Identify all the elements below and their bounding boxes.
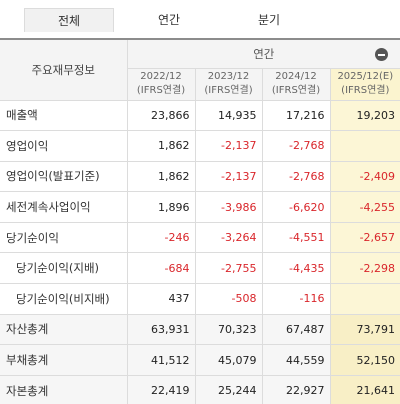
cell-value bbox=[330, 283, 400, 315]
tab-all[interactable]: 전체 bbox=[24, 8, 114, 32]
cell-value bbox=[330, 130, 400, 162]
column-header-2024: 2024/12 (IFRS연결) bbox=[262, 68, 331, 101]
cell-value: 44,559 bbox=[262, 344, 331, 376]
row-header: 주요재무정보 bbox=[0, 40, 128, 101]
table-row-total-equity: 자본총계 22,419 25,244 22,927 21,641 bbox=[0, 375, 400, 404]
cell-value: 70,323 bbox=[195, 314, 263, 346]
cell-value: -508 bbox=[195, 283, 263, 315]
cell-value: -4,551 bbox=[262, 222, 331, 254]
column-header-2023: 2023/12 (IFRS연결) bbox=[195, 68, 263, 101]
column-period: 2022/12 bbox=[140, 71, 182, 82]
cell-value: 22,927 bbox=[262, 375, 331, 404]
cell-value: 1,896 bbox=[127, 191, 196, 223]
column-period: 2023/12 bbox=[207, 71, 250, 82]
cell-value: -2,137 bbox=[195, 130, 263, 162]
table-row-pretax-income: 세전계속사업이익 1,896 -3,986 -6,620 -4,255 bbox=[0, 191, 400, 223]
table-row-net-income-noncontrolling: 당기순이익(비지배) 437 -508 -116 bbox=[0, 283, 400, 315]
row-label: 자본총계 bbox=[0, 375, 128, 404]
cell-value: -6,620 bbox=[262, 191, 331, 223]
cell-value: 17,216 bbox=[262, 100, 331, 132]
cell-value: -3,986 bbox=[195, 191, 263, 223]
table-row-operating-income-reported: 영업이익(발표기준) 1,862 -2,137 -2,768 -2,409 bbox=[0, 161, 400, 193]
cell-value: 1,862 bbox=[127, 130, 196, 162]
cell-value: -684 bbox=[127, 252, 196, 285]
table-row-operating-income: 영업이익 1,862 -2,137 -2,768 bbox=[0, 130, 400, 162]
column-period: 2025/12(E) bbox=[337, 71, 394, 82]
row-label: 당기순이익 bbox=[0, 222, 128, 254]
cell-value: 1,862 bbox=[127, 161, 196, 193]
column-basis: (IFRS연결) bbox=[341, 85, 390, 96]
cell-value: -2,755 bbox=[195, 252, 263, 285]
cell-value: -4,255 bbox=[330, 191, 400, 223]
cell-value: -246 bbox=[127, 222, 196, 254]
cell-value: 22,419 bbox=[127, 375, 196, 404]
cell-value: -2,768 bbox=[262, 161, 331, 193]
cell-value: 14,935 bbox=[195, 100, 263, 132]
cell-value: -2,298 bbox=[330, 252, 400, 285]
table-row-revenue: 매출액 23,866 14,935 17,216 19,203 bbox=[0, 100, 400, 132]
cell-value: -3,264 bbox=[195, 222, 263, 254]
table-row-total-assets: 자산총계 63,931 70,323 67,487 73,791 bbox=[0, 314, 400, 346]
row-label: 세전계속사업이익 bbox=[0, 191, 128, 223]
cell-value: -116 bbox=[262, 283, 331, 315]
cell-value: -4,435 bbox=[262, 252, 331, 285]
column-basis: (IFRS연결) bbox=[271, 85, 321, 96]
row-label: 부채총계 bbox=[0, 344, 128, 376]
cell-value: 52,150 bbox=[330, 344, 400, 376]
cell-value: 23,866 bbox=[127, 100, 196, 132]
row-label: 영업이익 bbox=[0, 130, 128, 162]
cell-value: -2,657 bbox=[330, 222, 400, 254]
period-tabs: 전체 연간 분기 bbox=[0, 0, 400, 38]
cell-value: 45,079 bbox=[195, 344, 263, 376]
column-basis: (IFRS연결) bbox=[136, 85, 186, 96]
row-label: 당기순이익(지배) bbox=[0, 252, 128, 285]
minus-circle-icon[interactable] bbox=[375, 48, 389, 61]
cell-value: 41,512 bbox=[127, 344, 196, 376]
row-label: 당기순이익(비지배) bbox=[0, 283, 128, 315]
column-header-2025-estimate: 2025/12(E) (IFRS연결) bbox=[330, 68, 400, 101]
row-label: 자산총계 bbox=[0, 314, 128, 346]
column-period: 2024/12 bbox=[275, 71, 317, 82]
column-header-2022: 2022/12 (IFRS연결) bbox=[127, 68, 196, 101]
cell-value: -2,768 bbox=[262, 130, 331, 162]
row-label: 매출액 bbox=[0, 100, 128, 132]
table-row-net-income: 당기순이익 -246 -3,264 -4,551 -2,657 bbox=[0, 222, 400, 254]
cell-value: 63,931 bbox=[127, 314, 196, 346]
table-row-total-liabilities: 부채총계 41,512 45,079 44,559 52,150 bbox=[0, 344, 400, 376]
cell-value: 19,203 bbox=[330, 100, 400, 132]
cell-value: -2,409 bbox=[330, 161, 400, 193]
cell-value: 21,641 bbox=[330, 375, 400, 404]
cell-value: 25,244 bbox=[195, 375, 263, 404]
tab-annual[interactable]: 연간 bbox=[157, 13, 181, 27]
column-basis: (IFRS연결) bbox=[204, 85, 253, 96]
table-row-net-income-controlling: 당기순이익(지배) -684 -2,755 -4,435 -2,298 bbox=[0, 252, 400, 285]
cell-value: -2,137 bbox=[195, 161, 263, 193]
cell-value: 67,487 bbox=[262, 314, 331, 346]
row-label: 영업이익(발표기준) bbox=[0, 161, 128, 193]
cell-value: 437 bbox=[127, 283, 196, 315]
annual-group-header: 연간 bbox=[127, 40, 400, 69]
annual-group-label: 연간 bbox=[253, 46, 275, 61]
cell-value: 73,791 bbox=[330, 314, 400, 346]
financial-summary-table: 주요재무정보 연간 2022/12 (IFRS연결) 2023/12 (IFRS연결… bbox=[0, 38, 400, 404]
tab-quarterly[interactable]: 분기 bbox=[257, 13, 281, 27]
